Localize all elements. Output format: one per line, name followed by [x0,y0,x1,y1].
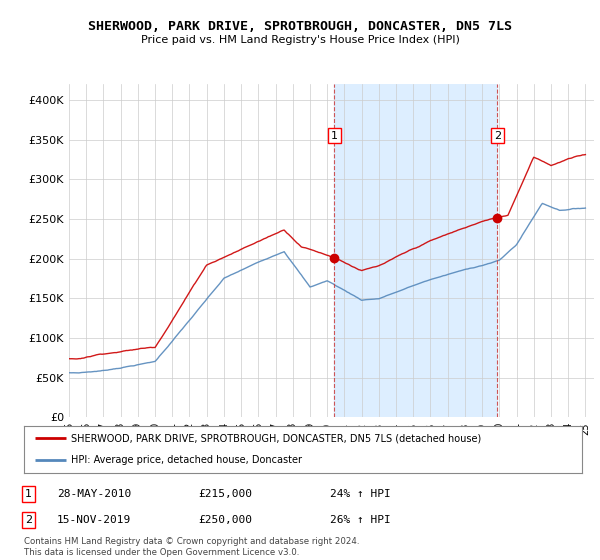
Text: 24% ↑ HPI: 24% ↑ HPI [330,489,391,499]
Text: 1: 1 [331,130,338,141]
Text: 2: 2 [494,130,501,141]
Text: £215,000: £215,000 [198,489,252,499]
Text: £250,000: £250,000 [198,515,252,525]
Bar [334,84,497,417]
Text: HPI: Average price, detached house, Doncaster: HPI: Average price, detached house, Donc… [71,455,302,465]
Text: 1: 1 [25,489,32,499]
Text: Contains HM Land Registry data © Crown copyright and database right 2024.
This d: Contains HM Land Registry data © Crown c… [24,537,359,557]
Text: 26% ↑ HPI: 26% ↑ HPI [330,515,391,525]
Text: 28-MAY-2010: 28-MAY-2010 [57,489,131,499]
Text: 2: 2 [25,515,32,525]
Text: SHERWOOD, PARK DRIVE, SPROTBROUGH, DONCASTER, DN5 7LS (detached house): SHERWOOD, PARK DRIVE, SPROTBROUGH, DONCA… [71,433,482,444]
Text: Price paid vs. HM Land Registry's House Price Index (HPI): Price paid vs. HM Land Registry's House … [140,35,460,45]
Text: SHERWOOD, PARK DRIVE, SPROTBROUGH, DONCASTER, DN5 7LS: SHERWOOD, PARK DRIVE, SPROTBROUGH, DONCA… [88,20,512,32]
Text: 15-NOV-2019: 15-NOV-2019 [57,515,131,525]
